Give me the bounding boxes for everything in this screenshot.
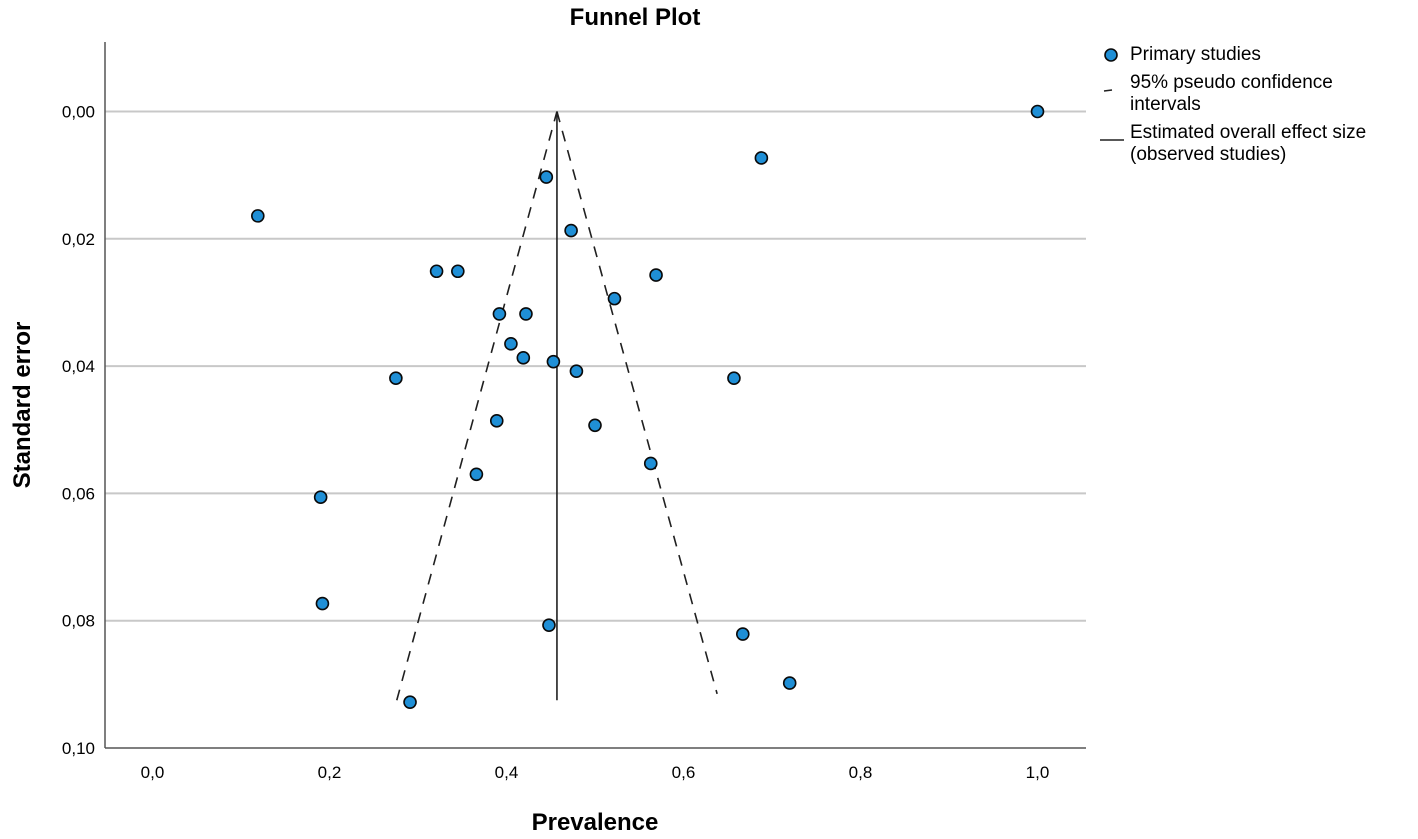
data-point bbox=[782, 676, 797, 690]
data-point bbox=[315, 596, 330, 611]
dash-line-icon bbox=[1103, 89, 1113, 92]
x-tick-label: 1,0 bbox=[1026, 763, 1050, 782]
x-tick-label: 0,2 bbox=[318, 763, 342, 782]
solid-line-icon bbox=[1100, 139, 1124, 141]
x-tick-label: 0,8 bbox=[849, 763, 873, 782]
data-point bbox=[504, 337, 518, 351]
data-point bbox=[516, 351, 531, 365]
y-tick-label: 0,00 bbox=[62, 103, 95, 122]
confidence-interval-line bbox=[395, 111, 558, 701]
data-point bbox=[542, 618, 556, 632]
data-point bbox=[649, 268, 663, 282]
y-tick-label: 0,06 bbox=[62, 484, 95, 503]
data-point bbox=[539, 170, 554, 184]
x-tick-label: 0,4 bbox=[495, 763, 519, 782]
legend-label: Estimated overall effect size (observed … bbox=[1130, 122, 1367, 165]
y-axis-title: Standard error bbox=[9, 322, 36, 489]
data-point bbox=[429, 264, 444, 279]
chart-legend: Primary studies 95% pseudo confidence in… bbox=[1100, 44, 1416, 172]
legend-item-primary-studies: Primary studies bbox=[1100, 44, 1416, 66]
data-point bbox=[313, 490, 328, 505]
data-point bbox=[489, 414, 504, 428]
y-tick-label: 0,04 bbox=[62, 357, 95, 376]
data-point bbox=[735, 627, 750, 641]
data-point bbox=[251, 209, 265, 223]
chart-title-text: Funnel Plot bbox=[569, 4, 701, 31]
legend-item-confidence-intervals: 95% pseudo confidence intervals bbox=[1100, 72, 1416, 116]
data-point bbox=[607, 291, 622, 306]
x-tick-label: 0,0 bbox=[141, 763, 165, 782]
legend-label: 95% pseudo confidence intervals bbox=[1130, 72, 1333, 115]
data-point bbox=[588, 418, 602, 433]
data-point bbox=[569, 364, 584, 378]
data-point bbox=[519, 307, 533, 321]
legend-label: Primary studies bbox=[1130, 44, 1261, 65]
x-axis-title: Prevalence bbox=[532, 809, 659, 836]
data-point bbox=[564, 223, 578, 238]
data-point bbox=[451, 264, 465, 279]
data-point bbox=[389, 371, 403, 385]
data-point bbox=[469, 467, 484, 482]
data-point bbox=[492, 307, 507, 321]
chart-title: Funnel Plot bbox=[0, 4, 1418, 32]
data-point bbox=[643, 456, 658, 471]
y-tick-label: 0,10 bbox=[62, 739, 95, 758]
data-point bbox=[754, 151, 769, 165]
y-tick-label: 0,08 bbox=[62, 612, 95, 631]
data-point bbox=[403, 695, 417, 709]
legend-item-overall-effect: Estimated overall effect size (observed … bbox=[1100, 122, 1416, 166]
data-point bbox=[1030, 104, 1045, 119]
data-point bbox=[727, 371, 741, 385]
x-tick-label: 0,6 bbox=[672, 763, 696, 782]
circle-marker-icon bbox=[1104, 48, 1118, 62]
confidence-interval-line bbox=[556, 111, 718, 695]
y-tick-label: 0,02 bbox=[62, 230, 95, 249]
data-point bbox=[546, 354, 561, 369]
